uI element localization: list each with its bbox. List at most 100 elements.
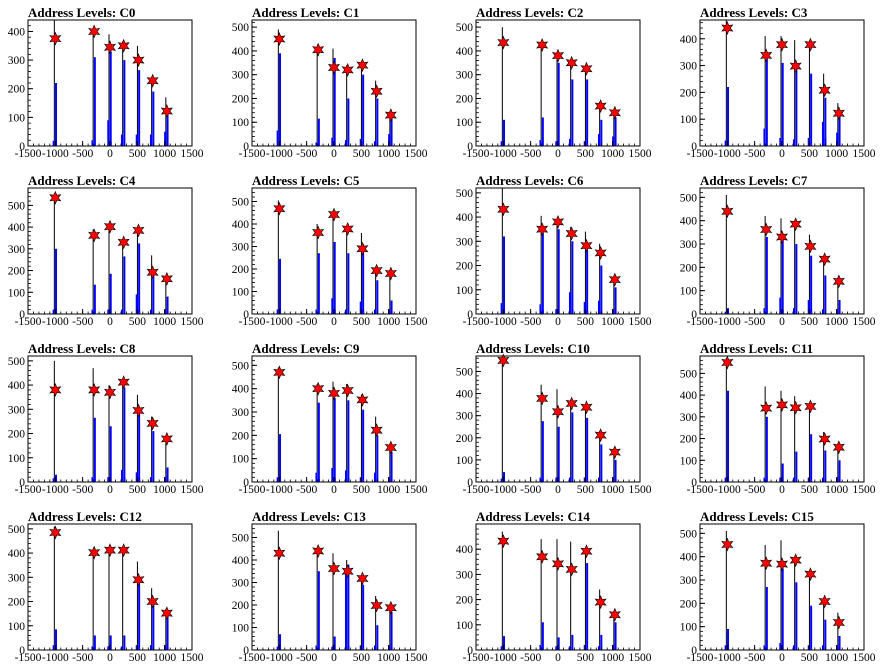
- histogram-bar: [824, 97, 827, 146]
- y-tick-label: 400: [680, 552, 698, 564]
- x-tick-label: 1000: [377, 652, 400, 664]
- x-tick-label: 0: [331, 484, 337, 496]
- star-marker: [608, 445, 621, 460]
- star-marker: [370, 84, 383, 99]
- y-tick-label: 500: [8, 356, 26, 368]
- histogram-bar: [344, 573, 347, 650]
- star-marker: [117, 38, 130, 53]
- histogram-bar: [373, 645, 376, 650]
- histogram-bar: [390, 117, 393, 146]
- x-tick-label: -500: [72, 316, 93, 328]
- histogram-bar: [93, 57, 96, 147]
- histogram-bar: [571, 412, 574, 482]
- star-marker: [312, 544, 325, 558]
- star-marker: [356, 58, 369, 73]
- histogram-bar: [389, 444, 391, 482]
- histogram-bar: [344, 470, 347, 482]
- histogram-bar: [556, 54, 558, 146]
- star-marker: [146, 594, 159, 609]
- histogram-bar: [821, 309, 824, 314]
- star-marker: [327, 207, 341, 222]
- histogram-bar: [91, 140, 94, 146]
- histogram-bar: [55, 629, 58, 650]
- y-tick-label: 100: [456, 455, 474, 467]
- histogram-bar: [781, 568, 784, 650]
- x-tick-label: -1500: [15, 484, 42, 496]
- histogram-bar: [557, 62, 560, 146]
- star-marker: [608, 105, 621, 120]
- y-tick-label: 200: [8, 84, 26, 96]
- x-tick-label: 1500: [405, 652, 428, 664]
- histogram-bar: [586, 563, 589, 650]
- histogram-bar: [570, 400, 572, 482]
- histogram-bar: [727, 87, 730, 146]
- chart-panel: Address Levels: C4 0 100 200 300 400 500 -1500-…: [0, 168, 224, 336]
- histogram-bar: [764, 386, 766, 482]
- histogram-bar: [362, 74, 365, 146]
- chart-plot: 0 100 200 300 400 500 -1500 -1000 -500 0 500 1000 15…: [232, 187, 428, 328]
- histogram-bar: [276, 646, 279, 651]
- histogram-bar: [541, 622, 544, 650]
- star-marker: [721, 21, 734, 36]
- x-tick-label: -1500: [687, 316, 714, 328]
- y-tick-label: 400: [456, 46, 474, 58]
- histogram-bar: [52, 140, 55, 146]
- histogram-bar: [824, 619, 827, 650]
- chart-plot: 0 100 200 300 400 500 -1500 -1000 -500 0 500 1000 15…: [680, 523, 876, 664]
- histogram-bar: [586, 310, 589, 314]
- histogram-bar: [315, 142, 318, 146]
- histogram-bar: [503, 472, 506, 482]
- chart-title: Address Levels: C14: [476, 509, 590, 524]
- histogram-bar: [279, 434, 282, 482]
- histogram-bar: [279, 634, 282, 650]
- star-marker: [832, 440, 845, 455]
- histogram-bar: [613, 110, 615, 146]
- histogram-bar: [388, 134, 391, 146]
- chart-panel: Address Levels: C11 0 100 200 300 400 500 -1500…: [672, 336, 896, 504]
- star-marker: [327, 561, 341, 576]
- x-tick-label: 1000: [825, 652, 848, 664]
- x-tick-label: -1500: [239, 316, 266, 328]
- y-tick-label: 300: [8, 244, 26, 256]
- histogram-bar: [597, 646, 600, 650]
- histogram-bar: [571, 241, 574, 314]
- chart-plot: 0 100 200 300 400 500 -1500 -1000 -500 0 500 1000 15…: [456, 353, 652, 496]
- star-marker: [580, 400, 593, 415]
- histogram-bar: [333, 636, 336, 650]
- histogram-bar: [540, 46, 542, 146]
- chart-title: Address Levels: C8: [28, 341, 136, 356]
- x-tick-label: 500: [577, 652, 595, 664]
- histogram-bar: [332, 48, 334, 146]
- y-tick-label: 300: [680, 575, 698, 587]
- x-tick-label: 500: [801, 484, 819, 496]
- x-tick-label: 0: [331, 148, 337, 160]
- histogram-bar: [359, 477, 362, 482]
- star-marker: [832, 274, 845, 289]
- histogram-bar: [780, 540, 782, 650]
- histogram-bar: [597, 477, 600, 482]
- histogram-bar: [556, 389, 558, 482]
- histogram-bar: [501, 356, 503, 482]
- y-tick-label: 200: [8, 597, 26, 609]
- histogram-bar: [149, 477, 152, 482]
- y-tick-label: 300: [232, 242, 250, 254]
- histogram-bar: [93, 284, 96, 314]
- histogram-bar: [92, 553, 94, 650]
- x-tick-label: 500: [801, 652, 819, 664]
- histogram-bar: [599, 431, 601, 482]
- histogram-bar: [555, 477, 558, 482]
- star-marker: [160, 104, 173, 119]
- x-tick-label: -1500: [687, 148, 714, 160]
- histogram-bar: [362, 409, 365, 482]
- chart-title: Address Levels: C7: [700, 173, 808, 188]
- histogram-bar: [138, 243, 141, 314]
- histogram-bar: [375, 596, 377, 650]
- histogram-bar: [151, 416, 153, 482]
- star-marker: [789, 59, 802, 74]
- histogram-bar: [166, 616, 169, 650]
- x-tick-label: 1000: [153, 652, 176, 664]
- histogram-bar: [808, 573, 810, 650]
- y-tick-label: 100: [456, 285, 474, 297]
- histogram-bar: [166, 111, 169, 146]
